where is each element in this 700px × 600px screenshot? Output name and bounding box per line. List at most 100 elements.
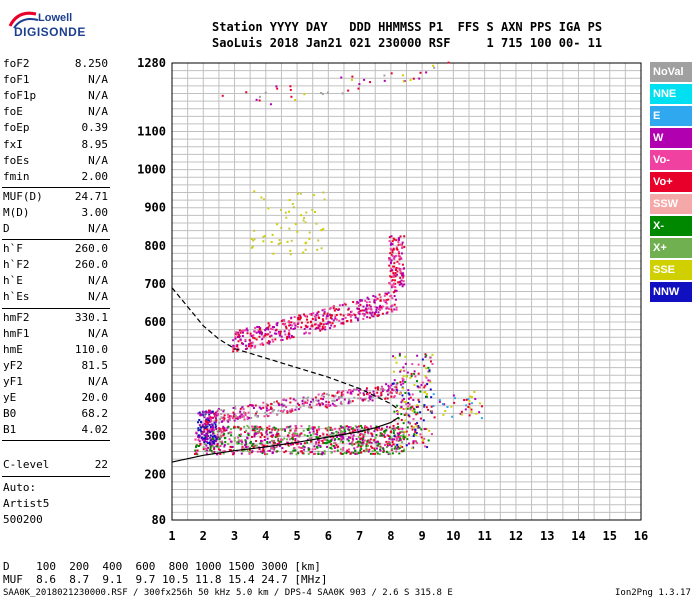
echo-point <box>412 426 415 429</box>
echo-point <box>303 314 306 317</box>
echo-point <box>370 396 373 399</box>
echo-point <box>290 437 293 440</box>
echo-point <box>239 427 242 430</box>
echo-point <box>267 322 270 325</box>
echo-point <box>384 292 387 295</box>
echo-point <box>365 389 368 392</box>
echo-point <box>226 426 229 429</box>
echo-point <box>359 309 362 312</box>
echo-point <box>330 438 333 441</box>
echo-point <box>335 318 338 321</box>
echo-point <box>412 441 415 444</box>
echo-point <box>250 238 253 241</box>
echo-point <box>403 246 406 249</box>
echo-point <box>231 450 234 453</box>
echo-point <box>376 386 379 389</box>
echo-point <box>362 398 365 401</box>
echo-point <box>387 440 390 443</box>
echo-point <box>244 340 247 343</box>
echo-point <box>358 312 361 315</box>
param-row: yE 20.0 <box>0 391 112 407</box>
echo-point <box>335 431 338 434</box>
echo-point <box>312 400 315 403</box>
echo-point <box>304 248 307 251</box>
echo-point <box>315 429 318 432</box>
echo-point <box>201 424 204 427</box>
echo-point <box>236 442 239 445</box>
echo-point <box>395 437 398 440</box>
echo-point <box>383 294 386 297</box>
echo-point <box>400 427 403 430</box>
echo-point <box>319 322 322 325</box>
echo-point <box>275 332 278 335</box>
echo-point <box>403 235 406 238</box>
echo-point <box>378 306 381 309</box>
echo-point <box>263 438 266 441</box>
legend-item-e: E <box>650 106 692 126</box>
echo-point <box>402 431 405 434</box>
echo-point <box>232 347 235 350</box>
echo-point <box>379 432 382 435</box>
echo-point <box>373 449 376 452</box>
echo-point <box>359 299 362 302</box>
echo-point <box>375 308 378 311</box>
echo-point <box>226 419 229 422</box>
echo-point <box>382 448 385 451</box>
echo-point <box>397 428 400 431</box>
echo-point <box>347 439 350 442</box>
echo-point <box>323 450 326 453</box>
echo-point <box>230 449 233 452</box>
echo-point <box>362 305 365 308</box>
echo-point <box>249 450 252 453</box>
echo-point <box>234 414 237 417</box>
param-name: foE <box>3 105 23 119</box>
echo-point <box>294 437 297 440</box>
echo-point <box>339 448 342 451</box>
echo-point <box>419 71 422 74</box>
param-value: 24.71 <box>74 189 108 203</box>
echo-point <box>312 428 315 431</box>
echo-point <box>395 273 398 276</box>
echo-point <box>387 393 390 396</box>
echo-point <box>221 420 224 423</box>
echo-point <box>401 283 404 286</box>
echo-point <box>302 445 305 448</box>
echo-point <box>223 437 226 440</box>
echo-point <box>299 314 302 317</box>
echo-point <box>369 438 372 441</box>
echo-point <box>441 403 444 406</box>
echo-point <box>395 388 398 391</box>
echo-point <box>213 439 216 442</box>
echo-point <box>407 414 410 417</box>
echo-point <box>216 453 219 456</box>
x-tick-label: 15 <box>603 529 617 543</box>
echo-point <box>357 301 360 304</box>
echo-point <box>269 331 272 334</box>
echo-point <box>381 434 384 437</box>
echo-point <box>389 243 392 246</box>
echo-point <box>206 431 209 434</box>
echo-point <box>390 267 393 270</box>
echo-point <box>397 433 400 436</box>
echo-point <box>405 444 408 447</box>
echo-point <box>306 315 309 318</box>
echo-point <box>199 442 202 445</box>
echo-point <box>233 425 236 428</box>
echo-point <box>213 432 216 435</box>
echo-point <box>303 402 306 405</box>
echo-point <box>399 370 402 373</box>
echo-point <box>197 435 200 438</box>
echo-point <box>272 445 275 448</box>
echo-point <box>215 414 218 417</box>
echo-point <box>365 447 368 450</box>
echo-point <box>381 389 384 392</box>
echo-point <box>388 236 391 239</box>
echo-point <box>214 423 217 426</box>
echo-point <box>252 334 255 337</box>
echo-point <box>232 406 235 409</box>
echo-point <box>351 439 354 442</box>
echo-point <box>285 327 288 330</box>
echo-point <box>253 229 256 232</box>
echo-point <box>230 428 233 431</box>
echo-point <box>384 444 387 447</box>
